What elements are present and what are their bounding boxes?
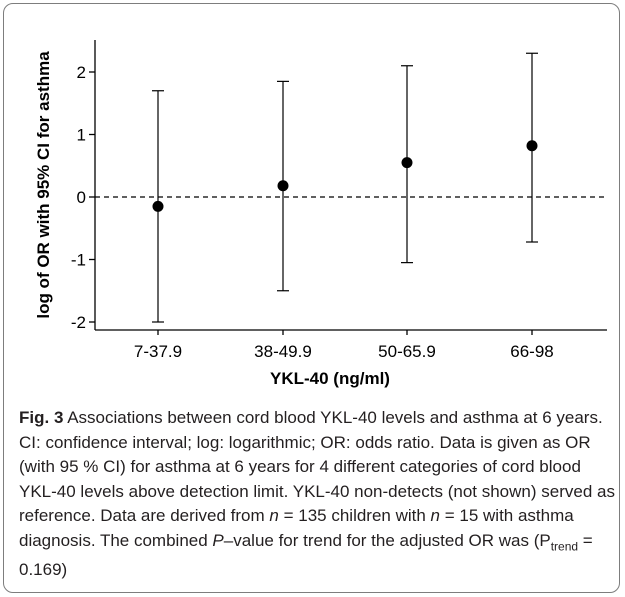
caption-text-5: = 0.169)	[19, 530, 593, 580]
y-axis-title: log of OR with 95% CI for asthma	[34, 51, 53, 319]
caption-text-4: –value for trend for the adjusted OR was…	[223, 530, 551, 550]
caption-text-3: = 15 with asthma diagnosis. The combined	[19, 506, 574, 550]
y-tick-label-3: 1	[77, 126, 86, 145]
y-tick-label-4: 2	[77, 63, 86, 82]
point-3	[526, 140, 538, 152]
data-marks	[152, 52, 538, 323]
x-tick-label-3: 66-98	[510, 342, 553, 361]
figure-caption: Fig. 3 Associations between cord blood Y…	[19, 406, 617, 583]
caption-text-2: = 135 children with	[278, 506, 431, 525]
y-tick-label-2: 0	[77, 188, 86, 207]
y-tick-label-0: -2	[71, 313, 86, 332]
y-tick-label-1: -1	[71, 251, 86, 270]
x-axis-title: YKL-40 (ng/ml)	[270, 369, 390, 388]
point-1	[277, 180, 289, 192]
x-tick-label-1: 38-49.9	[254, 342, 312, 361]
caption-p: P	[212, 530, 224, 550]
point-2	[401, 157, 413, 169]
x-tick-label-0: 7-37.9	[134, 342, 182, 361]
chart: 7-37.9 38-49.9 50-65.9 66-98 YKL-40 (ng/…	[34, 40, 607, 388]
figure-label: Fig. 3	[19, 408, 64, 427]
caption-subscript-trend: trend	[550, 538, 579, 553]
x-tick-label-2: 50-65.9	[378, 342, 436, 361]
x-axis: 7-37.9 38-49.9 50-65.9 66-98 YKL-40 (ng/…	[95, 329, 607, 388]
caption-p-line: P–value for trend for the adjusted OR wa…	[19, 531, 593, 580]
point-0	[152, 200, 164, 212]
caption-text-1: Associations between cord blood YKL-40 l…	[19, 408, 615, 525]
caption-n-1: n	[269, 506, 279, 525]
figure-frame	[3, 3, 620, 593]
caption-n-2: n	[430, 506, 441, 525]
y-axis: -2 -1 0 1 2 log of OR with 95% CI for as…	[34, 40, 96, 332]
